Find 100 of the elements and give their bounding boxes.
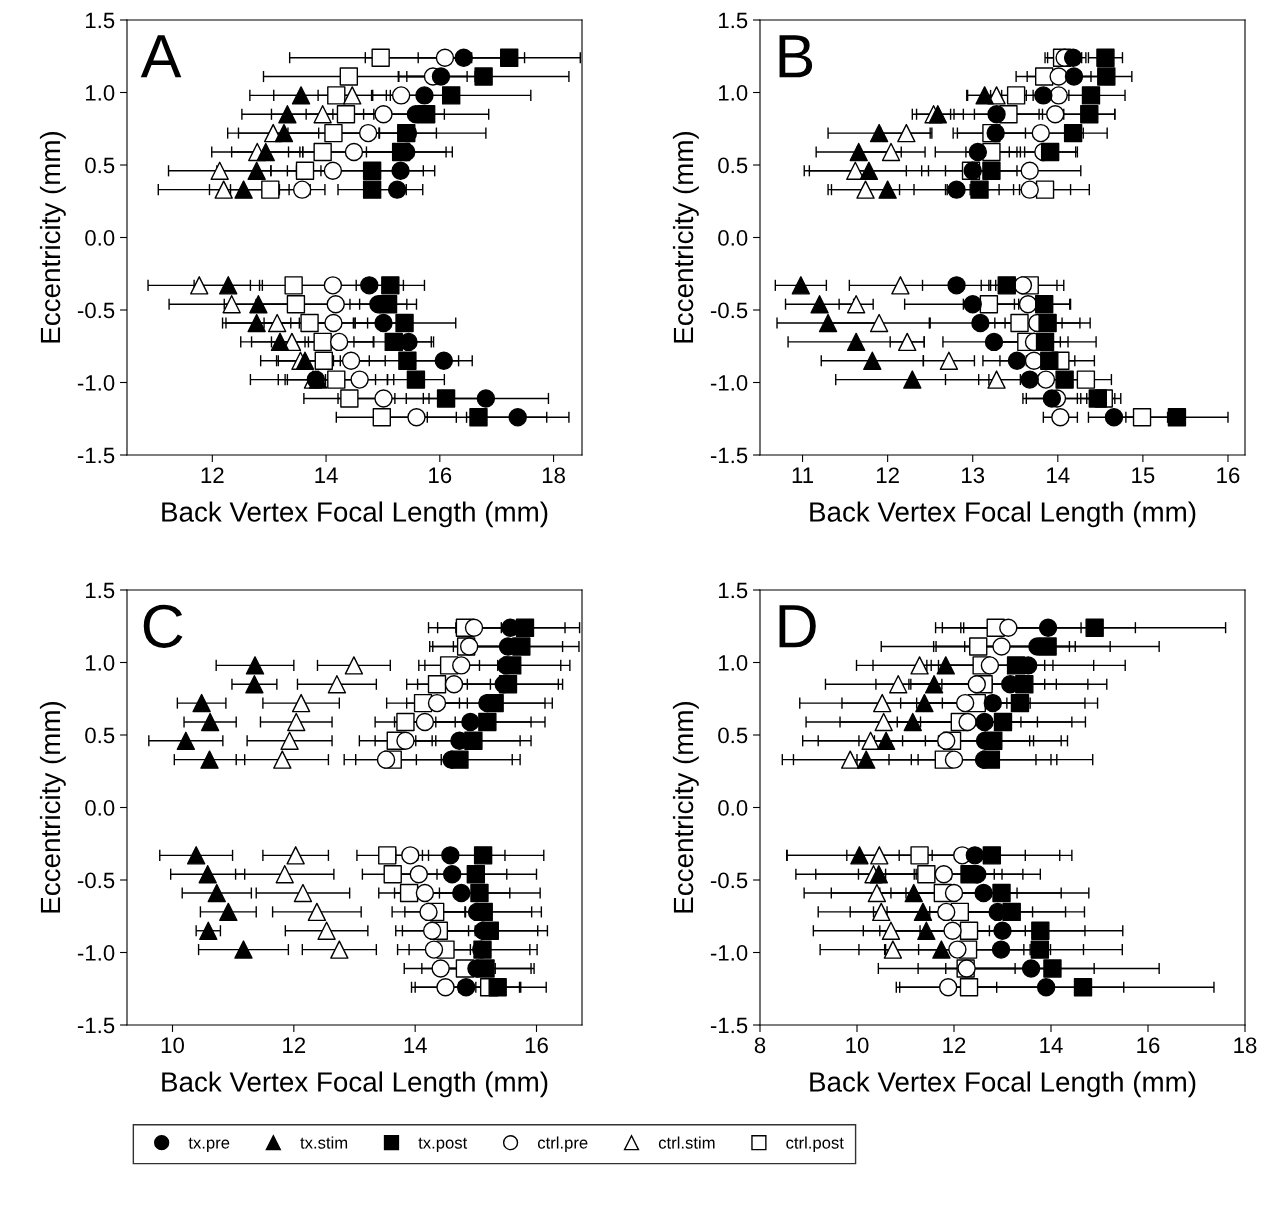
point (398, 351, 417, 370)
point (999, 618, 1018, 637)
point (967, 675, 986, 694)
point (247, 313, 266, 333)
point (944, 883, 964, 903)
point (427, 675, 447, 694)
point (476, 389, 496, 408)
point (219, 276, 238, 295)
point (284, 276, 303, 295)
point (200, 750, 219, 769)
point (1088, 389, 1107, 408)
y-tick-label: -0.5 (710, 302, 748, 319)
point (401, 846, 420, 865)
point (979, 294, 999, 314)
point (975, 86, 994, 105)
point (295, 161, 315, 181)
y-axis-title: Eccentricity (mm) (39, 131, 66, 343)
legend-label: ctrl.stim (658, 1136, 715, 1149)
point (247, 161, 266, 181)
point (1063, 123, 1083, 143)
point (286, 294, 306, 314)
point (278, 105, 297, 124)
y-tick-label: -1.0 (710, 945, 748, 961)
point (910, 846, 929, 865)
point (846, 332, 866, 352)
point (210, 161, 229, 181)
x-tick-label: 15 (1132, 467, 1155, 484)
point (396, 712, 415, 732)
y-tick-label: -1.5 (77, 447, 115, 464)
point (424, 940, 444, 959)
point (323, 276, 343, 295)
point (948, 940, 967, 959)
point (932, 940, 951, 959)
y-tick-label: 1.5 (719, 582, 748, 599)
point (452, 656, 471, 675)
point (937, 731, 956, 751)
point (903, 370, 922, 389)
point (464, 618, 484, 637)
point (200, 712, 220, 732)
point (327, 370, 346, 389)
point (1038, 618, 1058, 637)
point (1020, 180, 1039, 199)
point (192, 693, 211, 713)
x-tick-label: 12 (943, 1037, 966, 1053)
y-tick-label: 1.0 (86, 655, 115, 671)
point (1036, 370, 1056, 389)
x-tick-label: 18 (542, 467, 565, 484)
x-tick-label: 8 (754, 1037, 766, 1054)
x-axis-title: Back Vertex Focal Length (mm) (162, 501, 548, 528)
point (415, 86, 434, 105)
point (291, 86, 311, 105)
point (435, 48, 455, 67)
point (969, 637, 988, 656)
point (313, 142, 332, 162)
y-tick-label: -0.5 (77, 302, 115, 319)
point (292, 180, 312, 199)
point (1043, 959, 1062, 978)
point (1007, 351, 1027, 370)
y-tick-label: 0.5 (85, 157, 115, 174)
point (1030, 940, 1050, 959)
point (1046, 105, 1065, 124)
point (915, 693, 934, 713)
point (407, 408, 426, 427)
point (488, 978, 507, 997)
point (1021, 959, 1041, 978)
point (1042, 389, 1062, 408)
point (1063, 48, 1083, 67)
point (199, 921, 218, 940)
x-tick-label: 16 (1217, 467, 1240, 484)
point (207, 883, 226, 903)
point (256, 142, 275, 162)
y-tick-label: 0.5 (718, 727, 748, 744)
x-tick-label: 16 (1137, 1037, 1160, 1054)
point (176, 731, 196, 751)
point (810, 294, 829, 314)
point (395, 313, 414, 333)
point (947, 276, 966, 295)
x-tick-label: 18 (1234, 1037, 1257, 1054)
point (878, 180, 897, 199)
point (1035, 180, 1055, 199)
point (1040, 351, 1059, 370)
point (873, 693, 892, 713)
point (982, 846, 1002, 865)
point (970, 180, 989, 199)
legend-label: ctrl.post (786, 1136, 844, 1152)
point (371, 48, 390, 67)
point (943, 921, 962, 940)
point (1055, 370, 1074, 389)
y-tick-label: 1.5 (719, 12, 748, 29)
chart-title: A (140, 35, 182, 78)
point (937, 902, 956, 922)
y-axis-title: Eccentricity (mm) (672, 131, 699, 343)
point (391, 86, 411, 105)
point (374, 389, 393, 408)
point (1013, 276, 1033, 295)
x-tick-label: 11 (792, 467, 813, 483)
point (1034, 86, 1053, 105)
point (1034, 294, 1054, 314)
point (454, 48, 473, 67)
y-tick-label: 0.5 (85, 727, 115, 744)
